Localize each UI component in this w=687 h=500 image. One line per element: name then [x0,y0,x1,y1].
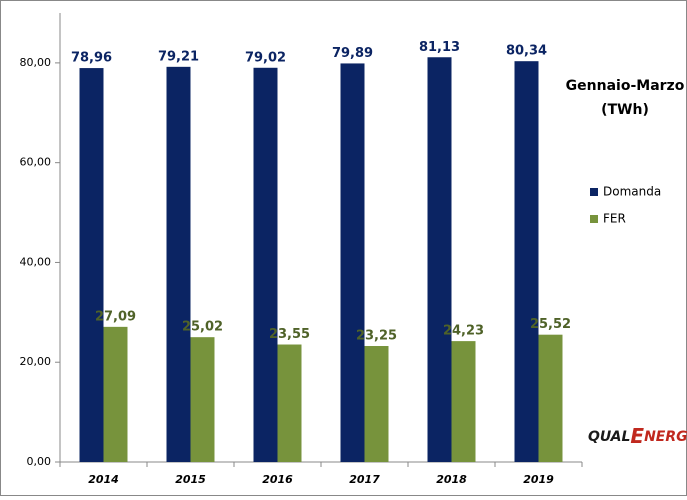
logo-part: E [630,424,644,448]
value-label: 25,52 [530,317,571,332]
bar [166,66,191,462]
x-tick-label: 2016 [262,473,293,486]
value-label: 78,96 [71,51,112,66]
value-label: 79,21 [158,49,199,64]
legend-swatch [590,215,598,223]
value-label: 81,13 [419,40,460,55]
value-label: 27,09 [95,309,136,324]
y-tick-label: 80,00 [20,56,52,69]
value-label: 25,02 [182,320,223,335]
x-tick-label: 2017 [349,473,380,486]
bar [190,337,215,462]
y-tick-label: 20,00 [20,355,52,368]
value-label: 23,25 [356,329,397,344]
x-tick-label: 2019 [523,473,554,486]
x-tick-label: 2015 [175,473,206,486]
value-label: 80,34 [506,44,547,59]
value-label: 24,23 [443,324,484,339]
legend-label: Domanda [603,185,661,199]
bar [364,346,389,462]
y-tick-label: 60,00 [20,156,52,169]
y-tick-label: 0,00 [27,455,52,468]
bar [514,61,539,463]
value-label: 23,55 [269,327,310,342]
bar [451,341,476,462]
bar [340,63,365,462]
value-label: 79,89 [332,46,373,61]
bar [253,67,278,462]
bar [538,334,563,462]
bar [79,68,104,462]
logo: QUALENERGIA.it [588,424,687,448]
value-label: 79,02 [245,50,286,65]
chart-title: Gennaio-Marzo [566,78,685,94]
legend-swatch [590,188,598,196]
legend-label: FER [603,212,626,226]
logo-part: NERGIA [644,429,687,445]
bar [277,344,302,462]
logo-part: QUAL [588,429,630,445]
y-tick-label: 40,00 [20,255,52,268]
chart-subtitle: (TWh) [601,102,649,118]
bar [103,326,128,462]
x-tick-label: 2014 [88,473,119,486]
x-tick-label: 2018 [436,473,467,486]
bar [427,57,452,463]
